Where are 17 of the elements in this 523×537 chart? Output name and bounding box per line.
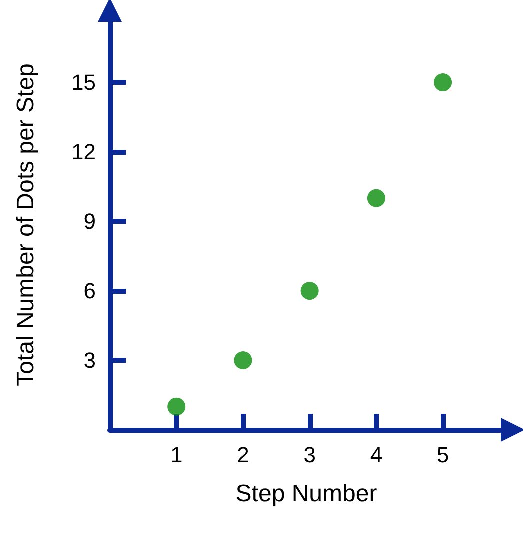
y-tick-label: 6 xyxy=(84,278,96,304)
x-tick-label: 4 xyxy=(370,442,383,468)
point xyxy=(300,282,319,300)
x-tick-label: 1 xyxy=(170,442,183,468)
point xyxy=(234,352,252,370)
x-tick-label: 5 xyxy=(436,442,450,468)
y-axis-title: Total Number of Dots per Step xyxy=(12,64,40,386)
y-tick-label: 3 xyxy=(84,348,96,374)
y-tick-label: 12 xyxy=(72,140,96,165)
x-axis-title: Step Number xyxy=(236,480,378,508)
x-tick-label: 2 xyxy=(237,442,250,468)
x-tick-label: 3 xyxy=(304,442,316,468)
point xyxy=(434,74,452,92)
point xyxy=(168,398,186,416)
point xyxy=(367,189,386,208)
y-tick-label: 15 xyxy=(72,70,96,96)
y-tick-label: 9 xyxy=(84,209,96,234)
